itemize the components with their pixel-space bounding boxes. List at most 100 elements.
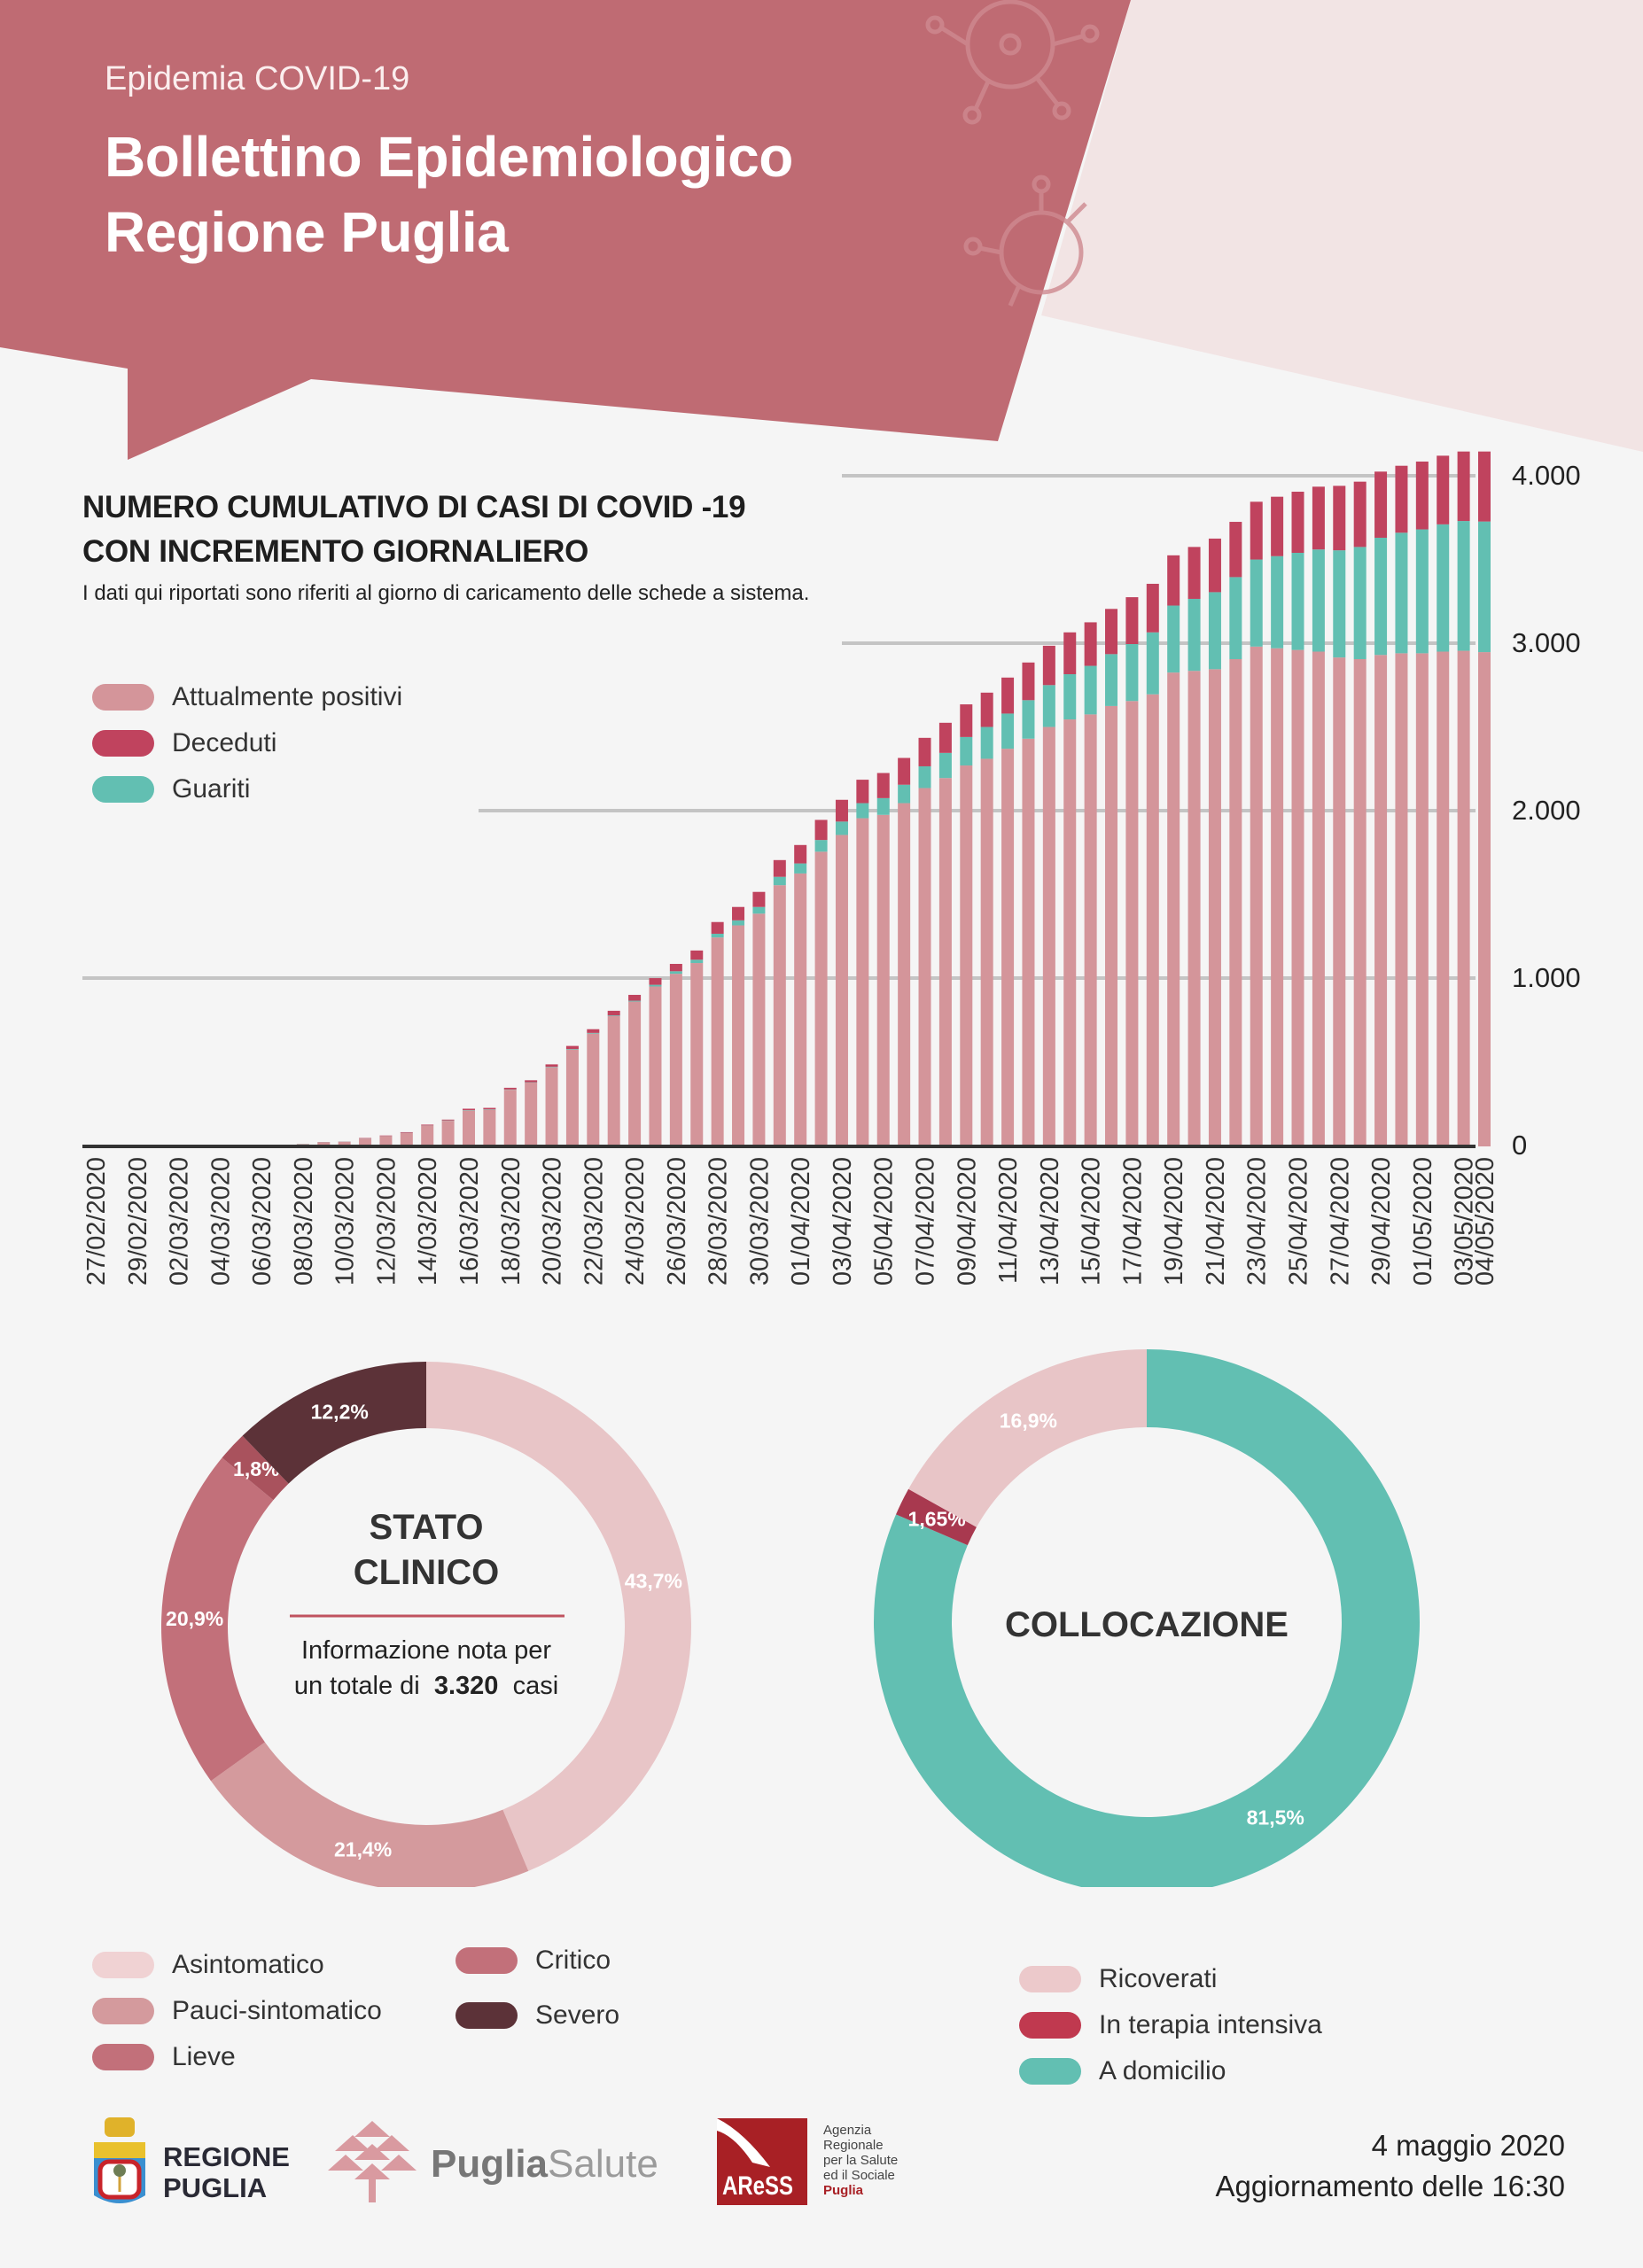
x-tick-label: 27/02/2020	[82, 1157, 111, 1285]
bar-positivi	[938, 778, 952, 1146]
cumulative-bar-chart: 27/02/2020 29/02/2020 02/03/2020 04/03/2020…	[82, 451, 1499, 1285]
chart-title-line2: CON INCREMENTO GIORNALIERO	[82, 534, 589, 569]
bar-deceduti	[462, 1108, 475, 1110]
virus-icon	[963, 175, 1087, 307]
legend-label: Lieve	[172, 2042, 236, 2071]
bar-deceduti	[1457, 451, 1470, 522]
legend-label: Asintomatico	[172, 1950, 324, 1979]
bar-positivi	[1167, 672, 1180, 1146]
bar-deceduti	[1042, 645, 1055, 686]
legend-item-deceduti: Deceduti	[92, 728, 276, 758]
bar-positivi	[649, 986, 662, 1146]
y-tick-label: 4.000	[1512, 460, 1581, 491]
aress-text: Agenzia Regionale per la Salute ed il So…	[823, 2123, 898, 2198]
header-banner	[0, 0, 1131, 460]
bar-deceduti	[1395, 465, 1408, 533]
bar-deceduti	[379, 1135, 393, 1137]
y-tick-label: 2.000	[1512, 795, 1581, 826]
bar-guariti	[835, 821, 848, 835]
bar-guariti	[545, 1067, 558, 1068]
bulletin-date: 4 maggio 2020	[1371, 2129, 1565, 2162]
bar-deceduti	[503, 1087, 517, 1090]
legend-label: A domicilio	[1099, 2056, 1226, 2085]
bar-deceduti	[1312, 486, 1325, 550]
bar-positivi	[876, 814, 890, 1146]
bar-deceduti	[525, 1080, 538, 1083]
bar-deceduti	[565, 1045, 579, 1050]
aress-line: Agenzia	[823, 2123, 872, 2138]
bar-positivi	[1478, 652, 1491, 1146]
x-tick-label: 04/05/2020	[1471, 1157, 1499, 1285]
aress-swoosh	[717, 2118, 770, 2167]
bar-deceduti	[690, 950, 704, 960]
aress-line: per la Salute	[823, 2153, 899, 2168]
bar-guariti	[690, 959, 704, 964]
bar-guariti	[1001, 713, 1015, 750]
bar-guariti	[773, 876, 786, 886]
legend-label: Deceduti	[172, 728, 277, 757]
donut-slice	[242, 1362, 426, 1484]
bar-positivi	[441, 1121, 455, 1146]
bar-positivi	[1291, 649, 1304, 1146]
bar-deceduti	[1437, 455, 1450, 524]
aress-line: ed il Sociale	[823, 2168, 895, 2183]
bar-guariti	[1146, 632, 1159, 695]
bar-guariti	[898, 784, 911, 804]
bar-positivi	[1312, 651, 1325, 1146]
bar-deceduti	[752, 891, 766, 907]
bar-deceduti	[835, 799, 848, 822]
bar-deceduti	[898, 757, 911, 785]
bar-guariti	[876, 797, 890, 815]
bar-positivi	[1001, 749, 1015, 1146]
legend-item-a-domicilio: A domicilio	[1019, 2056, 1226, 2086]
x-tick-label: 08/03/2020	[290, 1157, 318, 1285]
stato-clinico-title-line1: STATO	[369, 1508, 484, 1547]
bar-positivi	[607, 1015, 620, 1146]
bar-guariti	[1125, 644, 1139, 702]
legend-label: Guariti	[172, 774, 251, 804]
bar-deceduti	[669, 963, 682, 972]
legend-item-pauci-sintomatico: Pauci-sintomatico	[92, 1996, 382, 2026]
regione-puglia-shield-logo	[94, 2117, 145, 2203]
donut-slice	[426, 1362, 691, 1871]
bar-positivi	[773, 885, 786, 1146]
bar-positivi	[898, 803, 911, 1146]
x-tick-label: 29/02/2020	[124, 1157, 152, 1285]
bar-deceduti	[1167, 555, 1180, 606]
x-tick-label: 03/05/2020	[1451, 1157, 1479, 1285]
bar-positivi	[794, 873, 807, 1146]
puglia-salute-tree-logo	[328, 2121, 417, 2202]
bar-deceduti	[400, 1131, 413, 1133]
bar-positivi	[525, 1082, 538, 1146]
bar-guariti	[938, 752, 952, 779]
bar-positivi	[732, 925, 745, 1146]
legend-swatch	[456, 1947, 518, 1974]
donut-slice	[908, 1349, 1147, 1527]
bar-deceduti	[1125, 597, 1139, 644]
bar-deceduti	[1271, 496, 1284, 556]
bar-guariti	[565, 1049, 579, 1050]
x-tick-label: 10/03/2020	[331, 1157, 360, 1285]
legend-item-guariti: Guariti	[92, 774, 250, 804]
bar-positivi	[918, 788, 931, 1146]
bar-positivi	[1271, 648, 1284, 1146]
bar-guariti	[1022, 700, 1035, 739]
bar-deceduti	[794, 844, 807, 864]
bar-guariti	[980, 726, 993, 759]
legend-item-asintomatico: Asintomatico	[92, 1950, 324, 1980]
donut-slice	[222, 1435, 289, 1501]
legend-swatch	[92, 684, 154, 711]
bar-deceduti	[1374, 471, 1388, 538]
bar-deceduti	[814, 819, 828, 841]
donut-charts: 43,7%21,4%20,9%1,8%12,2% 81,5%1,65%16,9%	[160, 1349, 1420, 1887]
legend-item-critico: Critico	[456, 1946, 611, 1976]
header-title-line2: Regione Puglia	[105, 200, 509, 264]
bar-deceduti	[421, 1124, 434, 1126]
bar-guariti	[628, 1000, 642, 1002]
salute-word: Salute	[548, 2142, 658, 2186]
bar-positivi	[565, 1049, 579, 1146]
bar-guariti	[1229, 577, 1242, 660]
bar-positivi	[587, 1033, 600, 1146]
bar-deceduti	[1333, 485, 1346, 551]
